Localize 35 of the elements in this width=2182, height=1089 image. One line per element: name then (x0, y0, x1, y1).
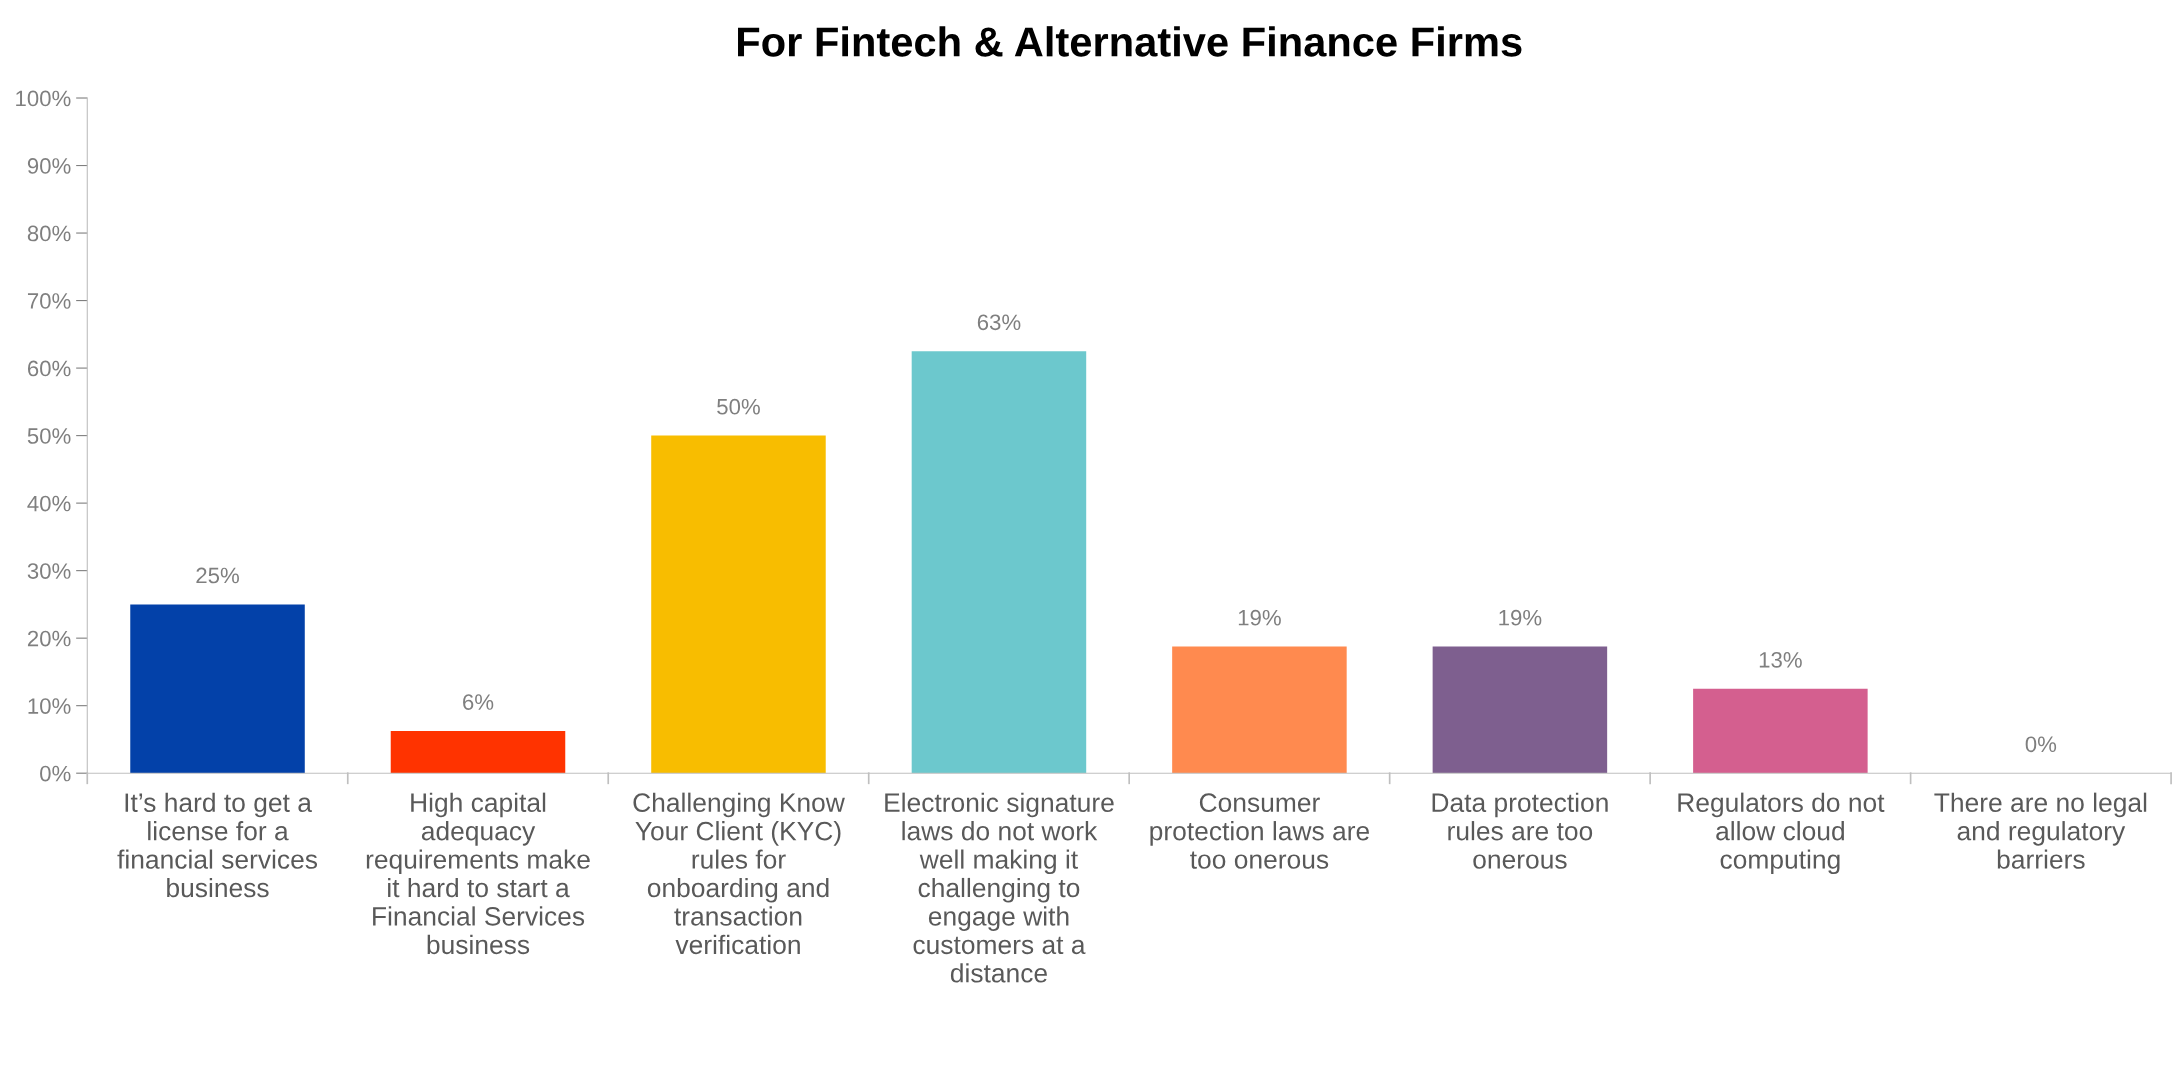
chart-title: For Fintech & Alternative Finance Firms (738, 26, 1522, 57)
y-tick-label: 10% (28, 698, 71, 714)
bar (390, 730, 566, 774)
x-tick-label: Regulators do not allow cloud computing (1678, 792, 1885, 875)
data-label: 50% (717, 398, 760, 415)
y-tick-label: 100% (16, 90, 71, 107)
data-label: 0% (2025, 736, 2057, 753)
data-label: 19% (1238, 609, 1281, 626)
y-tick-label: 50% (27, 428, 71, 444)
y-tick-label: 20% (27, 630, 71, 647)
x-tick-label: Data protection rules are too onerous (1432, 792, 1608, 869)
bar (651, 435, 826, 774)
y-tick-label: 40% (27, 495, 71, 512)
bar (1693, 688, 1868, 774)
x-tick-label: Electronic signature laws do not work well making it challenging to engage with customers at a distance (885, 792, 1114, 983)
bar (1432, 646, 1608, 774)
bar (911, 351, 1087, 774)
y-tick-label: 60% (27, 360, 71, 377)
y-tick-label: 80% (27, 225, 71, 242)
data-label: 6% (463, 694, 494, 710)
y-tick-label: 0% (40, 765, 71, 782)
data-label: 13% (1759, 652, 1802, 668)
data-label: 19% (1499, 609, 1542, 626)
x-tick-label: There are no legal and regulatory barriers (1934, 792, 2147, 869)
y-tick-label: 30% (27, 563, 71, 579)
bar (130, 604, 305, 774)
x-tick-label: Consumer protection laws are too onerous (1150, 793, 1369, 869)
y-tick-label: 70% (27, 293, 71, 309)
x-tick-label: High capital adequacy requirements make it hard to start a Financial Services business (366, 792, 590, 955)
data-label: 25% (196, 567, 239, 584)
y-tick-label: 90% (27, 158, 71, 174)
x-tick-label: Challenging Know Your Client (KYC) rules for onboarding and transaction verification (633, 792, 845, 955)
data-label: 63% (977, 314, 1021, 331)
bar (1172, 646, 1347, 774)
x-tick-label: It’s hard to get a license for a financial services business (117, 792, 318, 898)
